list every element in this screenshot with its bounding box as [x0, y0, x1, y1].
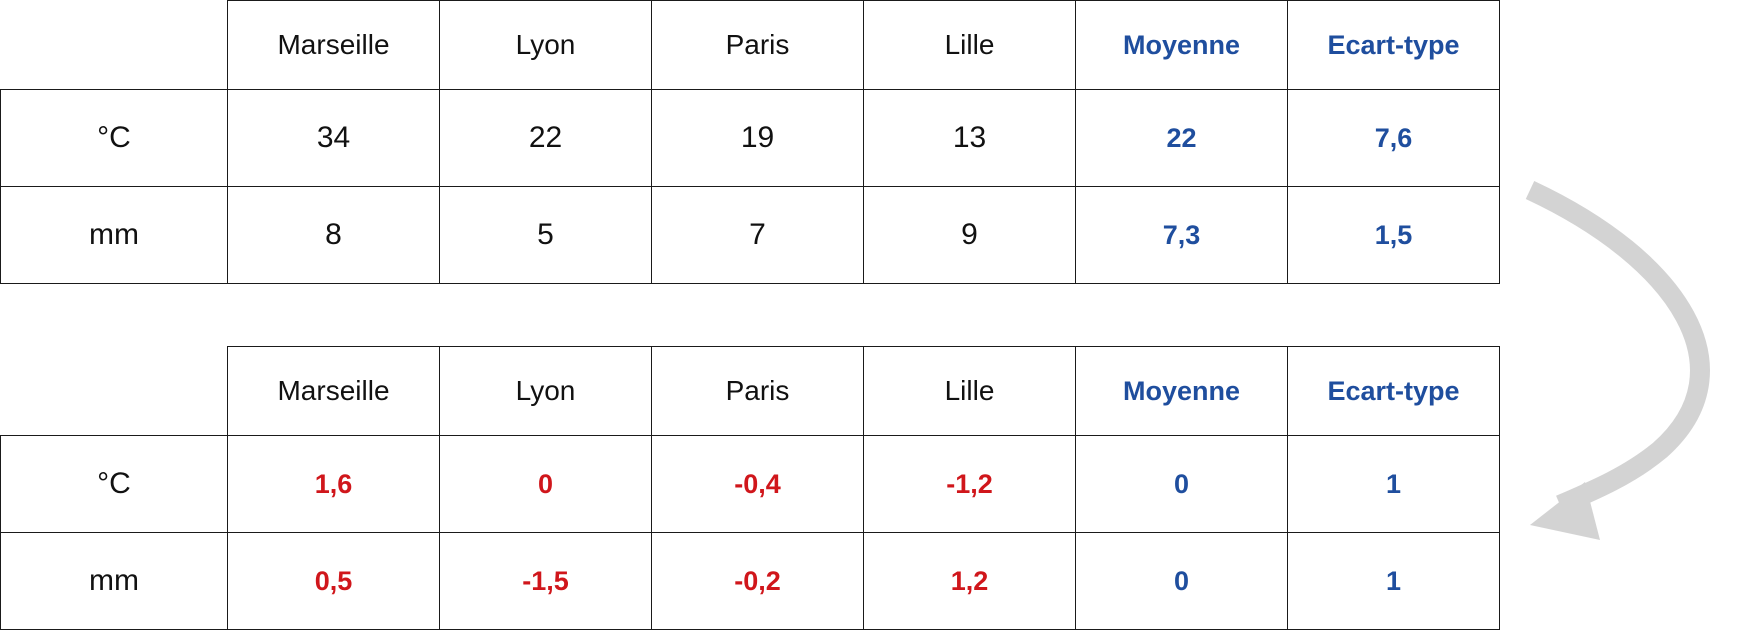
table-row: °C 34 22 19 13 22 7,6: [0, 89, 1500, 187]
cell-value: 13: [863, 89, 1076, 187]
curved-arrow-shaft: [1525, 180, 1710, 515]
column-header-paris: Paris: [651, 0, 864, 90]
column-header-lille: Lille: [863, 346, 1076, 436]
cell-mean: 0: [1075, 532, 1288, 630]
row-label-temperature: °C: [0, 89, 228, 187]
cell-standardized-value: -0,4: [651, 435, 864, 533]
row-label-precipitation: mm: [0, 186, 228, 284]
table-row: °C 1,6 0 -0,4 -1,2 0 1: [0, 435, 1500, 533]
curved-arrow-icon: [1525, 180, 1710, 540]
column-header-lille: Lille: [863, 0, 1076, 90]
table-row: mm 8 5 7 9 7,3 1,5: [0, 186, 1500, 284]
column-header-paris: Paris: [651, 346, 864, 436]
table-header-row: Marseille Lyon Paris Lille Moyenne Ecart…: [0, 346, 1500, 436]
cell-mean: 7,3: [1075, 186, 1288, 284]
cell-standardized-value: -1,5: [439, 532, 652, 630]
column-header-marseille: Marseille: [227, 0, 440, 90]
column-header-marseille: Marseille: [227, 346, 440, 436]
row-label-precipitation: mm: [0, 532, 228, 630]
cell-standardized-value: 0,5: [227, 532, 440, 630]
row-label-temperature: °C: [0, 435, 228, 533]
column-header-lyon: Lyon: [439, 0, 652, 90]
cell-value: 5: [439, 186, 652, 284]
raw-data-table: Marseille Lyon Paris Lille Moyenne Ecart…: [0, 0, 1500, 284]
table-row: mm 0,5 -1,5 -0,2 1,2 0 1: [0, 532, 1500, 630]
cell-std: 1: [1287, 435, 1500, 533]
cell-value: 19: [651, 89, 864, 187]
cell-standardized-value: -0,2: [651, 532, 864, 630]
cell-value: 34: [227, 89, 440, 187]
cell-value: 8: [227, 186, 440, 284]
cell-value: 22: [439, 89, 652, 187]
column-header-mean: Moyenne: [1075, 346, 1288, 436]
empty-corner-cell: [0, 346, 228, 436]
cell-mean: 22: [1075, 89, 1288, 187]
cell-standardized-value: 1,2: [863, 532, 1076, 630]
cell-std: 7,6: [1287, 89, 1500, 187]
cell-standardized-value: -1,2: [863, 435, 1076, 533]
cell-standardized-value: 0: [439, 435, 652, 533]
column-header-lyon: Lyon: [439, 346, 652, 436]
cell-std: 1,5: [1287, 186, 1500, 284]
cell-value: 7: [651, 186, 864, 284]
column-header-std: Ecart-type: [1287, 0, 1500, 90]
standardized-data-table: Marseille Lyon Paris Lille Moyenne Ecart…: [0, 346, 1500, 630]
cell-standardized-value: 1,6: [227, 435, 440, 533]
table-header-row: Marseille Lyon Paris Lille Moyenne Ecart…: [0, 0, 1500, 90]
column-header-std: Ecart-type: [1287, 346, 1500, 436]
cell-value: 9: [863, 186, 1076, 284]
column-header-mean: Moyenne: [1075, 0, 1288, 90]
cell-std: 1: [1287, 532, 1500, 630]
cell-mean: 0: [1075, 435, 1288, 533]
curved-arrow-head: [1530, 482, 1600, 540]
empty-corner-cell: [0, 0, 228, 90]
